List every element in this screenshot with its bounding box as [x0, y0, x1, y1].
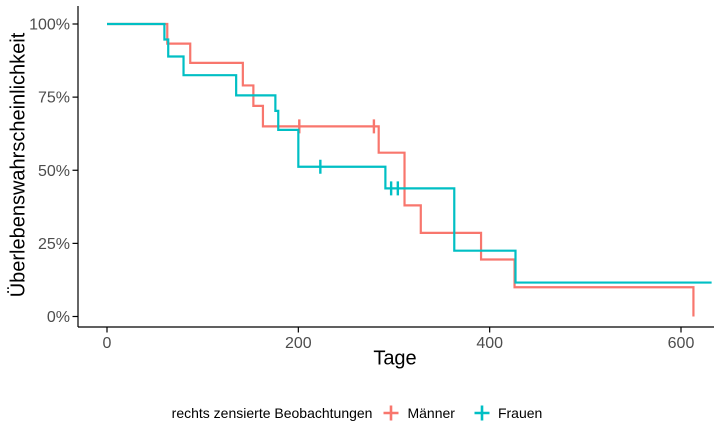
y-tick-label: 0%: [47, 309, 70, 326]
y-tick-label: 25%: [38, 236, 70, 253]
x-tick-label: 0: [103, 335, 112, 352]
x-tick-label: 400: [476, 335, 503, 352]
x-axis-title: Tage: [373, 347, 417, 370]
survival-curve-frauen: [107, 22, 712, 284]
y-tick-label: 50%: [38, 163, 70, 180]
y-axis-title: Überlebenswahrscheinlichkeit: [7, 32, 30, 298]
legend-item-frauen: Frauen: [473, 404, 542, 422]
x-tick-label: 200: [285, 335, 312, 352]
legend: rechts zensierte Beobachtungen Männer Fr…: [0, 400, 718, 426]
legend-label-maenner: Männer: [407, 405, 455, 421]
y-tick-label: 100%: [29, 17, 70, 34]
censor-plus-icon: [474, 405, 490, 421]
censor-plus-icon: [383, 405, 399, 421]
legend-item-maenner: Männer: [382, 404, 455, 422]
survival-curve-männer: [107, 22, 695, 317]
legend-label-frauen: Frauen: [497, 405, 543, 421]
x-tick-label: 600: [668, 335, 695, 352]
legend-title: rechts zensierte Beobachtungen: [171, 405, 373, 421]
y-tick-label: 75%: [38, 90, 70, 107]
